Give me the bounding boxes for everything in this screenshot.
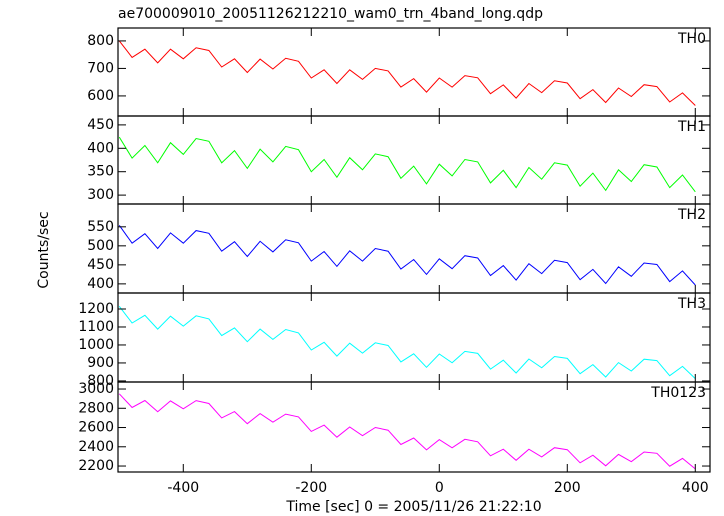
data-line [118,305,696,379]
y-tick-label: 400 [87,276,114,292]
panel-frame [117,203,711,294]
data-line [118,393,696,470]
y-tick-label: 350 [87,164,114,180]
y-tick-label: 450 [87,117,114,133]
y-tick-label: 300 [87,187,114,203]
panel-frame [117,292,711,383]
data-line [118,136,696,193]
panel-frame [117,115,711,205]
panel-label: TH0 [677,31,706,47]
y-tick-label: 900 [87,355,114,371]
panel-label: TH0123 [650,385,706,401]
x-tick-label: -400 [167,480,199,496]
y-axis-label: Counts/sec [36,211,52,288]
y-tick-label: 800 [87,33,114,49]
y-tick-label: 550 [87,219,114,235]
y-tick-label: 3000 [78,381,114,397]
x-tick-label: 400 [682,480,709,496]
y-tick-label: 600 [87,88,114,104]
y-tick-label: 1000 [78,337,114,353]
y-tick-label: 450 [87,257,114,273]
panel-label: TH2 [677,207,706,223]
chart-title: ae700009010_20051126212210_wam0_trn_4ban… [118,6,543,22]
y-tick-label: 1200 [78,301,114,317]
panel-label: TH3 [677,296,706,312]
data-line [118,225,696,286]
y-tick-label: 2200 [78,458,114,474]
y-tick-label: 1100 [78,319,114,335]
y-tick-label: 500 [87,238,114,254]
x-tick-label: 0 [435,480,444,496]
y-tick-label: 2400 [78,439,114,455]
x-tick-label: 200 [554,480,581,496]
y-tick-label: 2600 [78,420,114,436]
x-tick-label: -200 [295,480,327,496]
y-tick-label: 2800 [78,400,114,416]
panel-label: TH1 [677,119,706,135]
y-tick-label: 700 [87,60,114,76]
panel-frame [117,381,711,473]
panel-frame [117,27,711,117]
y-tick-label: 800 [87,373,114,389]
data-line [118,40,696,106]
x-axis-label: Time [sec] 0 = 2005/11/26 21:22:10 [285,499,541,515]
y-tick-label: 400 [87,140,114,156]
